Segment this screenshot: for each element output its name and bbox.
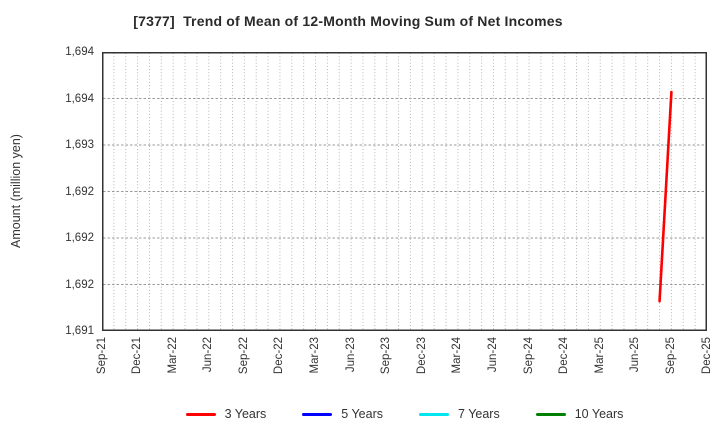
x-tick-label: Jun-23 [344,337,357,373]
x-tick-label: Mar-23 [309,337,322,374]
legend-line-sample [535,412,566,416]
y-tick-label: 1,694 [65,92,94,105]
x-tick-label: Dec-22 [273,337,286,375]
legend-label: 7 Years [458,407,500,421]
legend-label: 5 Years [341,407,384,421]
y-tick-label: 1,693 [65,139,94,151]
legend-line-sample [185,412,216,416]
y-tick-label: 1,694 [65,46,94,58]
x-tick-label: Sep-24 [522,337,535,375]
chart-legend: 3 Years 5 Years 7 Years 10 Years [102,400,707,428]
x-tick-label: Mar-24 [451,337,464,374]
plot-area [102,52,707,331]
x-tick-label: Sep-25 [664,337,677,375]
x-tick-label: Dec-21 [131,337,144,375]
legend-item-7-years: 7 Years [419,407,500,421]
x-tick-label: Mar-22 [166,337,179,374]
y-tick-label: 1,692 [65,232,94,244]
x-tick-label: Mar-25 [593,337,606,374]
x-tick-label: Dec-25 [700,337,713,375]
chart-title: [7377] Trend of Mean of 12-Month Moving … [133,13,563,29]
series-line-3-years [658,90,673,303]
y-tick-label: 1,692 [65,278,94,291]
x-tick-label: Dec-24 [558,337,571,375]
y-tick-label: 1,692 [65,185,94,198]
x-tick-label: Dec-23 [415,337,428,375]
x-tick-label: Jun-25 [629,337,642,373]
plot-border [102,52,707,331]
legend-label: 10 Years [574,407,624,421]
legend-label: 3 Years [224,407,267,421]
x-tick-label: Jun-24 [486,337,499,373]
legend-item-3-years: 3 Years [185,407,267,421]
x-tick-label: Jun-22 [202,337,215,373]
x-tick-label: Sep-23 [380,337,393,375]
x-tick-label: Sep-22 [237,337,250,375]
legend-item-10-years: 10 Years [535,407,624,421]
legend-line-sample [419,412,450,416]
y-tick-label: 1,691 [65,325,94,337]
legend-item-5-years: 5 Years [302,407,383,421]
legend-line-sample [302,412,333,416]
y-axis-label: Amount (million yen) [9,134,23,248]
x-tick-label: Sep-21 [95,337,108,375]
